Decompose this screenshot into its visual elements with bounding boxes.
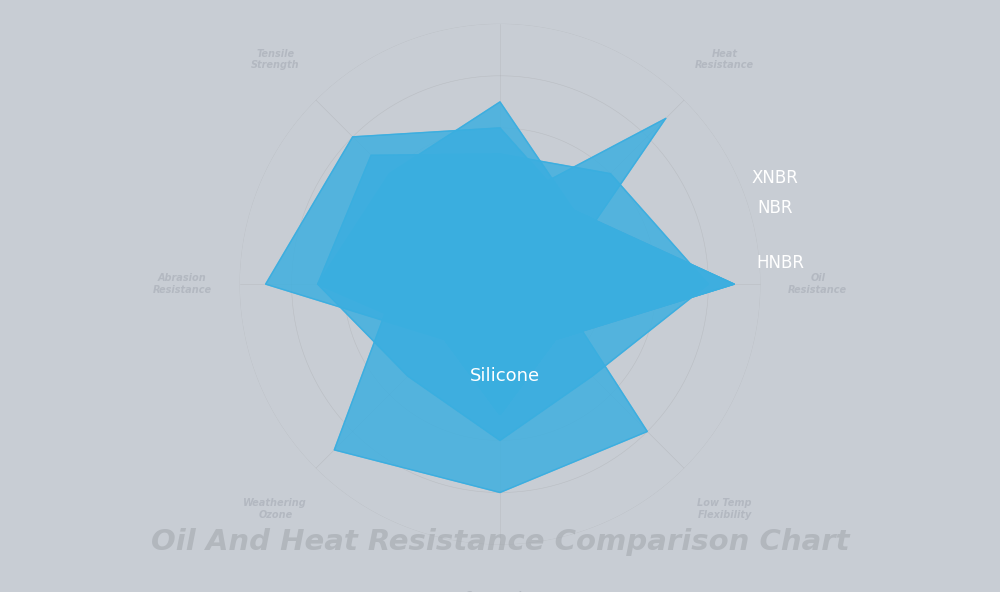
Text: Compression
Set: Compression Set [464,591,536,592]
Polygon shape [318,102,734,414]
Text: Tensile
Strength: Tensile Strength [251,49,300,70]
Text: Oil And Heat Resistance Comparison Chart: Oil And Heat Resistance Comparison Chart [151,527,849,556]
Text: Oil
Resistance: Oil Resistance [788,274,847,295]
Text: HNBR: HNBR [756,255,804,272]
Polygon shape [334,118,666,493]
Polygon shape [266,128,734,414]
Text: Heat
Resistance: Heat Resistance [695,49,754,70]
Text: NBR: NBR [757,200,793,217]
Text: Low Temp
Flexibility: Low Temp Flexibility [697,498,752,520]
Text: Abrasion
Resistance: Abrasion Resistance [153,274,212,295]
Text: XNBR: XNBR [752,169,798,186]
Polygon shape [318,154,708,440]
Text: Weathering
Ozone: Weathering Ozone [243,498,307,520]
Text: Silicone: Silicone [470,367,540,385]
